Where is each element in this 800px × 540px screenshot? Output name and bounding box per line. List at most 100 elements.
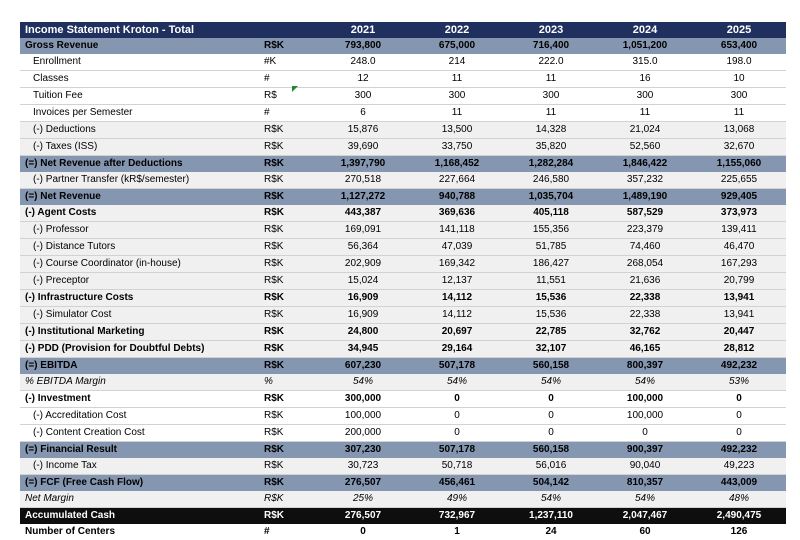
value-cell: 16,909: [316, 306, 410, 324]
row-unit: R$K: [260, 38, 316, 54]
value-cell: 276,507: [316, 474, 410, 491]
unit-header: [260, 22, 316, 38]
row-label: (-) PDD (Provision for Doubtful Debts): [20, 340, 260, 358]
value-cell: 47,039: [410, 238, 504, 256]
table-row: (-) Taxes (ISS) R$K 39,690 33,750 35,820 52,5…: [20, 138, 786, 156]
value-cell: 46,165: [598, 340, 692, 358]
table-row: (-) Investment R$K 300,000 0 0 100,000 0: [20, 390, 786, 408]
row-unit: R$K: [260, 272, 316, 290]
table-row: (-) Content Creation Cost R$K 200,000 0 0 0 0: [20, 424, 786, 442]
table-row: (=) FCF (Free Cash Flow) R$K 276,507 456,46…: [20, 474, 786, 491]
table-row: (-) Professor R$K 169,091 141,118 155,356 223…: [20, 221, 786, 239]
row-label: (-) Investment: [20, 390, 260, 408]
value-cell: 155,356: [504, 221, 598, 239]
value-cell: 16: [598, 70, 692, 88]
value-cell: 52,560: [598, 138, 692, 156]
row-unit: R$: [260, 87, 316, 105]
table-row: % EBITDA Margin% 54% 54% 54% 54% 53%: [20, 374, 786, 391]
value-cell: 60: [598, 524, 692, 540]
value-cell: 227,664: [410, 172, 504, 189]
value-cell: 90,040: [598, 458, 692, 475]
value-cell: 56,016: [504, 458, 598, 475]
row-unit: R$K: [260, 121, 316, 139]
row-label: (-) Preceptor: [20, 272, 260, 290]
row-label: (-) Accreditation Cost: [20, 407, 260, 425]
row-unit: R$K: [260, 491, 316, 508]
value-cell: 300,000: [316, 390, 410, 408]
row-label: (-) Distance Tutors: [20, 238, 260, 256]
value-cell: 15,536: [504, 289, 598, 307]
value-cell: 54%: [504, 491, 598, 508]
value-cell: 443,387: [316, 205, 410, 222]
table-row: Invoices per Semester #6 11 11 11 11: [20, 104, 786, 122]
row-unit: R$K: [260, 424, 316, 442]
row-unit: %: [260, 374, 316, 391]
row-label: Invoices per Semester: [20, 104, 260, 122]
value-cell: 300: [316, 87, 410, 105]
year-header: 2023: [504, 22, 598, 38]
value-cell: 33,750: [410, 138, 504, 156]
value-cell: 32,670: [692, 138, 786, 156]
year-header: 2025: [692, 22, 786, 38]
row-unit: R$K: [260, 390, 316, 408]
value-cell: 373,973: [692, 205, 786, 222]
value-cell: 13,941: [692, 289, 786, 307]
value-cell: 357,232: [598, 172, 692, 189]
table-row: Tuition Fee R$ 300 300 300 300 300: [20, 87, 786, 105]
row-label: Net Margin: [20, 491, 260, 508]
row-label: (-) Infrastructure Costs: [20, 289, 260, 307]
value-cell: 10: [692, 70, 786, 88]
value-cell: 929,405: [692, 188, 786, 205]
value-cell: 39,690: [316, 138, 410, 156]
value-cell: 0: [504, 407, 598, 425]
value-cell: 504,142: [504, 474, 598, 491]
year-header: 2024: [598, 22, 692, 38]
row-unit: R$K: [260, 474, 316, 491]
value-cell: 11: [410, 70, 504, 88]
value-cell: 24: [504, 524, 598, 540]
row-label: Number of Centers: [20, 524, 260, 540]
table-row: (-) Partner Transfer (kR$/semester) R$K 27…: [20, 172, 786, 189]
value-cell: 300: [504, 87, 598, 105]
value-cell: 12: [316, 70, 410, 88]
value-cell: 11: [504, 104, 598, 122]
value-cell: 0: [692, 390, 786, 408]
value-cell: 100,000: [598, 407, 692, 425]
value-cell: 12,137: [410, 272, 504, 290]
row-unit: R$K: [260, 255, 316, 273]
value-cell: 940,788: [410, 188, 504, 205]
value-cell: 54%: [410, 374, 504, 391]
value-cell: 0: [504, 424, 598, 442]
row-unit: R$K: [260, 188, 316, 205]
value-cell: 32,107: [504, 340, 598, 358]
value-cell: 1,846,422: [598, 155, 692, 172]
row-unit: R$K: [260, 507, 316, 524]
row-label: (-) Content Creation Cost: [20, 424, 260, 442]
row-unit: R$K: [260, 172, 316, 189]
value-cell: 456,461: [410, 474, 504, 491]
value-cell: 15,876: [316, 121, 410, 139]
row-label: (-) Simulator Cost: [20, 306, 260, 324]
table-row: (-) Income Tax R$K 30,723 50,718 56,016 90,04…: [20, 458, 786, 475]
value-cell: 49%: [410, 491, 504, 508]
value-cell: 53%: [692, 374, 786, 391]
value-cell: 49,223: [692, 458, 786, 475]
value-cell: 248.0: [316, 54, 410, 71]
value-cell: 900,397: [598, 441, 692, 458]
value-cell: 16,909: [316, 289, 410, 307]
value-cell: 0: [692, 407, 786, 425]
value-cell: 732,967: [410, 507, 504, 524]
table-row: (-) Distance Tutors R$K 56,364 47,039 51,785…: [20, 238, 786, 256]
value-cell: 11,551: [504, 272, 598, 290]
value-cell: 307,230: [316, 441, 410, 458]
value-cell: 560,158: [504, 357, 598, 374]
value-cell: 30,723: [316, 458, 410, 475]
row-unit: R$K: [260, 340, 316, 358]
value-cell: 315.0: [598, 54, 692, 71]
value-cell: 1,282,284: [504, 155, 598, 172]
value-cell: 21,024: [598, 121, 692, 139]
value-cell: 0: [410, 390, 504, 408]
row-unit: R$K: [260, 357, 316, 374]
row-label: Classes: [20, 70, 260, 88]
value-cell: 507,178: [410, 441, 504, 458]
